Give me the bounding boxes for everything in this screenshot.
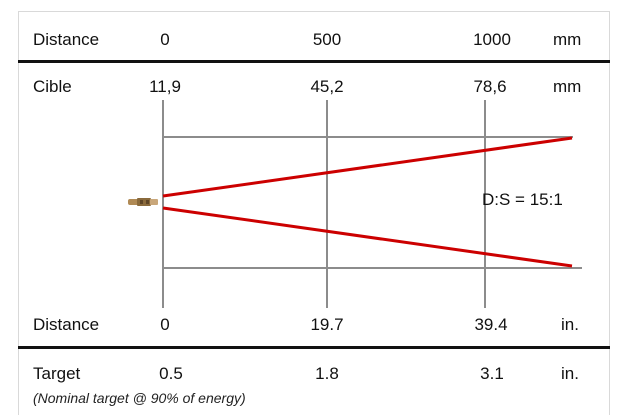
top-distance-value-0: 0 bbox=[160, 30, 170, 49]
bottom-distance-label: Distance bbox=[33, 315, 100, 334]
cible-value-0: 11,9 bbox=[149, 77, 181, 96]
ratio-label: D:S = 15:1 bbox=[482, 190, 563, 209]
bottom-divider bbox=[18, 346, 610, 349]
target-value-2: 3.1 bbox=[480, 364, 504, 383]
cible-value-1000: 78,6 bbox=[473, 77, 507, 96]
cible-value-500: 45,2 bbox=[310, 77, 344, 96]
top-distance-label: Distance bbox=[33, 30, 100, 49]
bottom-distance-value-39-4: 39.4 bbox=[474, 315, 508, 334]
nominal-target-note: (Nominal target @ 90% of energy) bbox=[33, 390, 246, 406]
bottom-distance-value-19-7: 19.7 bbox=[310, 315, 344, 334]
top-distance-value-1000: 1000 bbox=[473, 30, 511, 49]
target-value-0: 0.5 bbox=[159, 364, 183, 383]
sensor-icon bbox=[128, 198, 158, 206]
diagram-frame bbox=[18, 11, 610, 415]
bottom-distance-unit: in. bbox=[561, 315, 579, 334]
cible-label: Cible bbox=[33, 77, 72, 96]
beam-lower-edge bbox=[162, 206, 573, 268]
cible-unit: mm bbox=[553, 77, 582, 96]
bottom-distance-value-0: 0 bbox=[160, 315, 170, 334]
top-distance-unit: mm bbox=[553, 30, 582, 49]
beam-upper-edge bbox=[162, 136, 573, 198]
top-divider bbox=[18, 60, 610, 63]
target-unit: in. bbox=[561, 364, 579, 383]
top-distance-value-500: 500 bbox=[312, 30, 342, 49]
target-value-1: 1.8 bbox=[315, 364, 339, 383]
target-label: Target bbox=[33, 364, 81, 383]
